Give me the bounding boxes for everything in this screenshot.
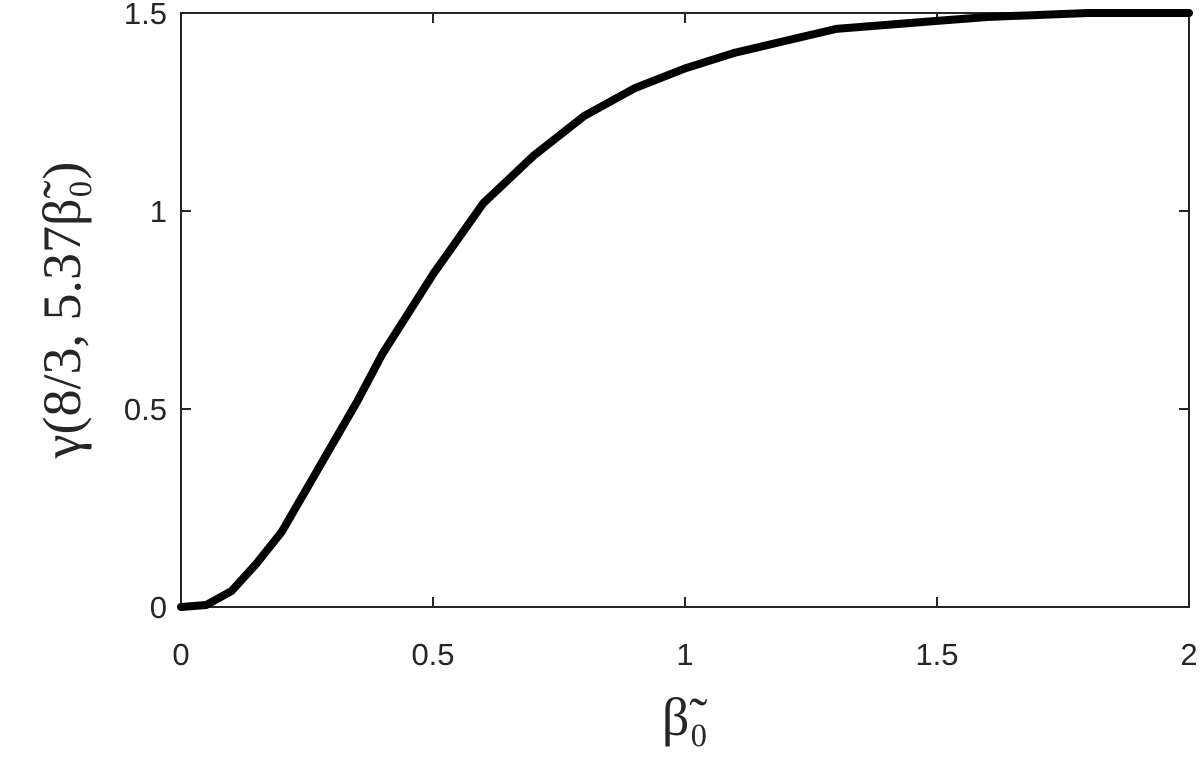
y-tick-label: 0.5 (124, 392, 167, 427)
y-tick-label: 1.5 (124, 0, 167, 31)
x-tick-label: 1.5 (915, 637, 958, 672)
data-line (177, 9, 1193, 611)
x-tick-label: 1 (676, 637, 693, 672)
y-tick-label: 0 (150, 590, 167, 625)
x-axis-label: β̃₀ (662, 687, 708, 747)
y-axis-label: γ(8/3, 5.37β̃₀) (32, 162, 92, 460)
x-tick-label: 2 (1180, 637, 1197, 672)
x-tick-label: 0 (172, 637, 189, 672)
y-tick-label: 1 (150, 194, 167, 229)
x-tick-label: 0.5 (411, 637, 454, 672)
plot-frame (180, 12, 1190, 608)
